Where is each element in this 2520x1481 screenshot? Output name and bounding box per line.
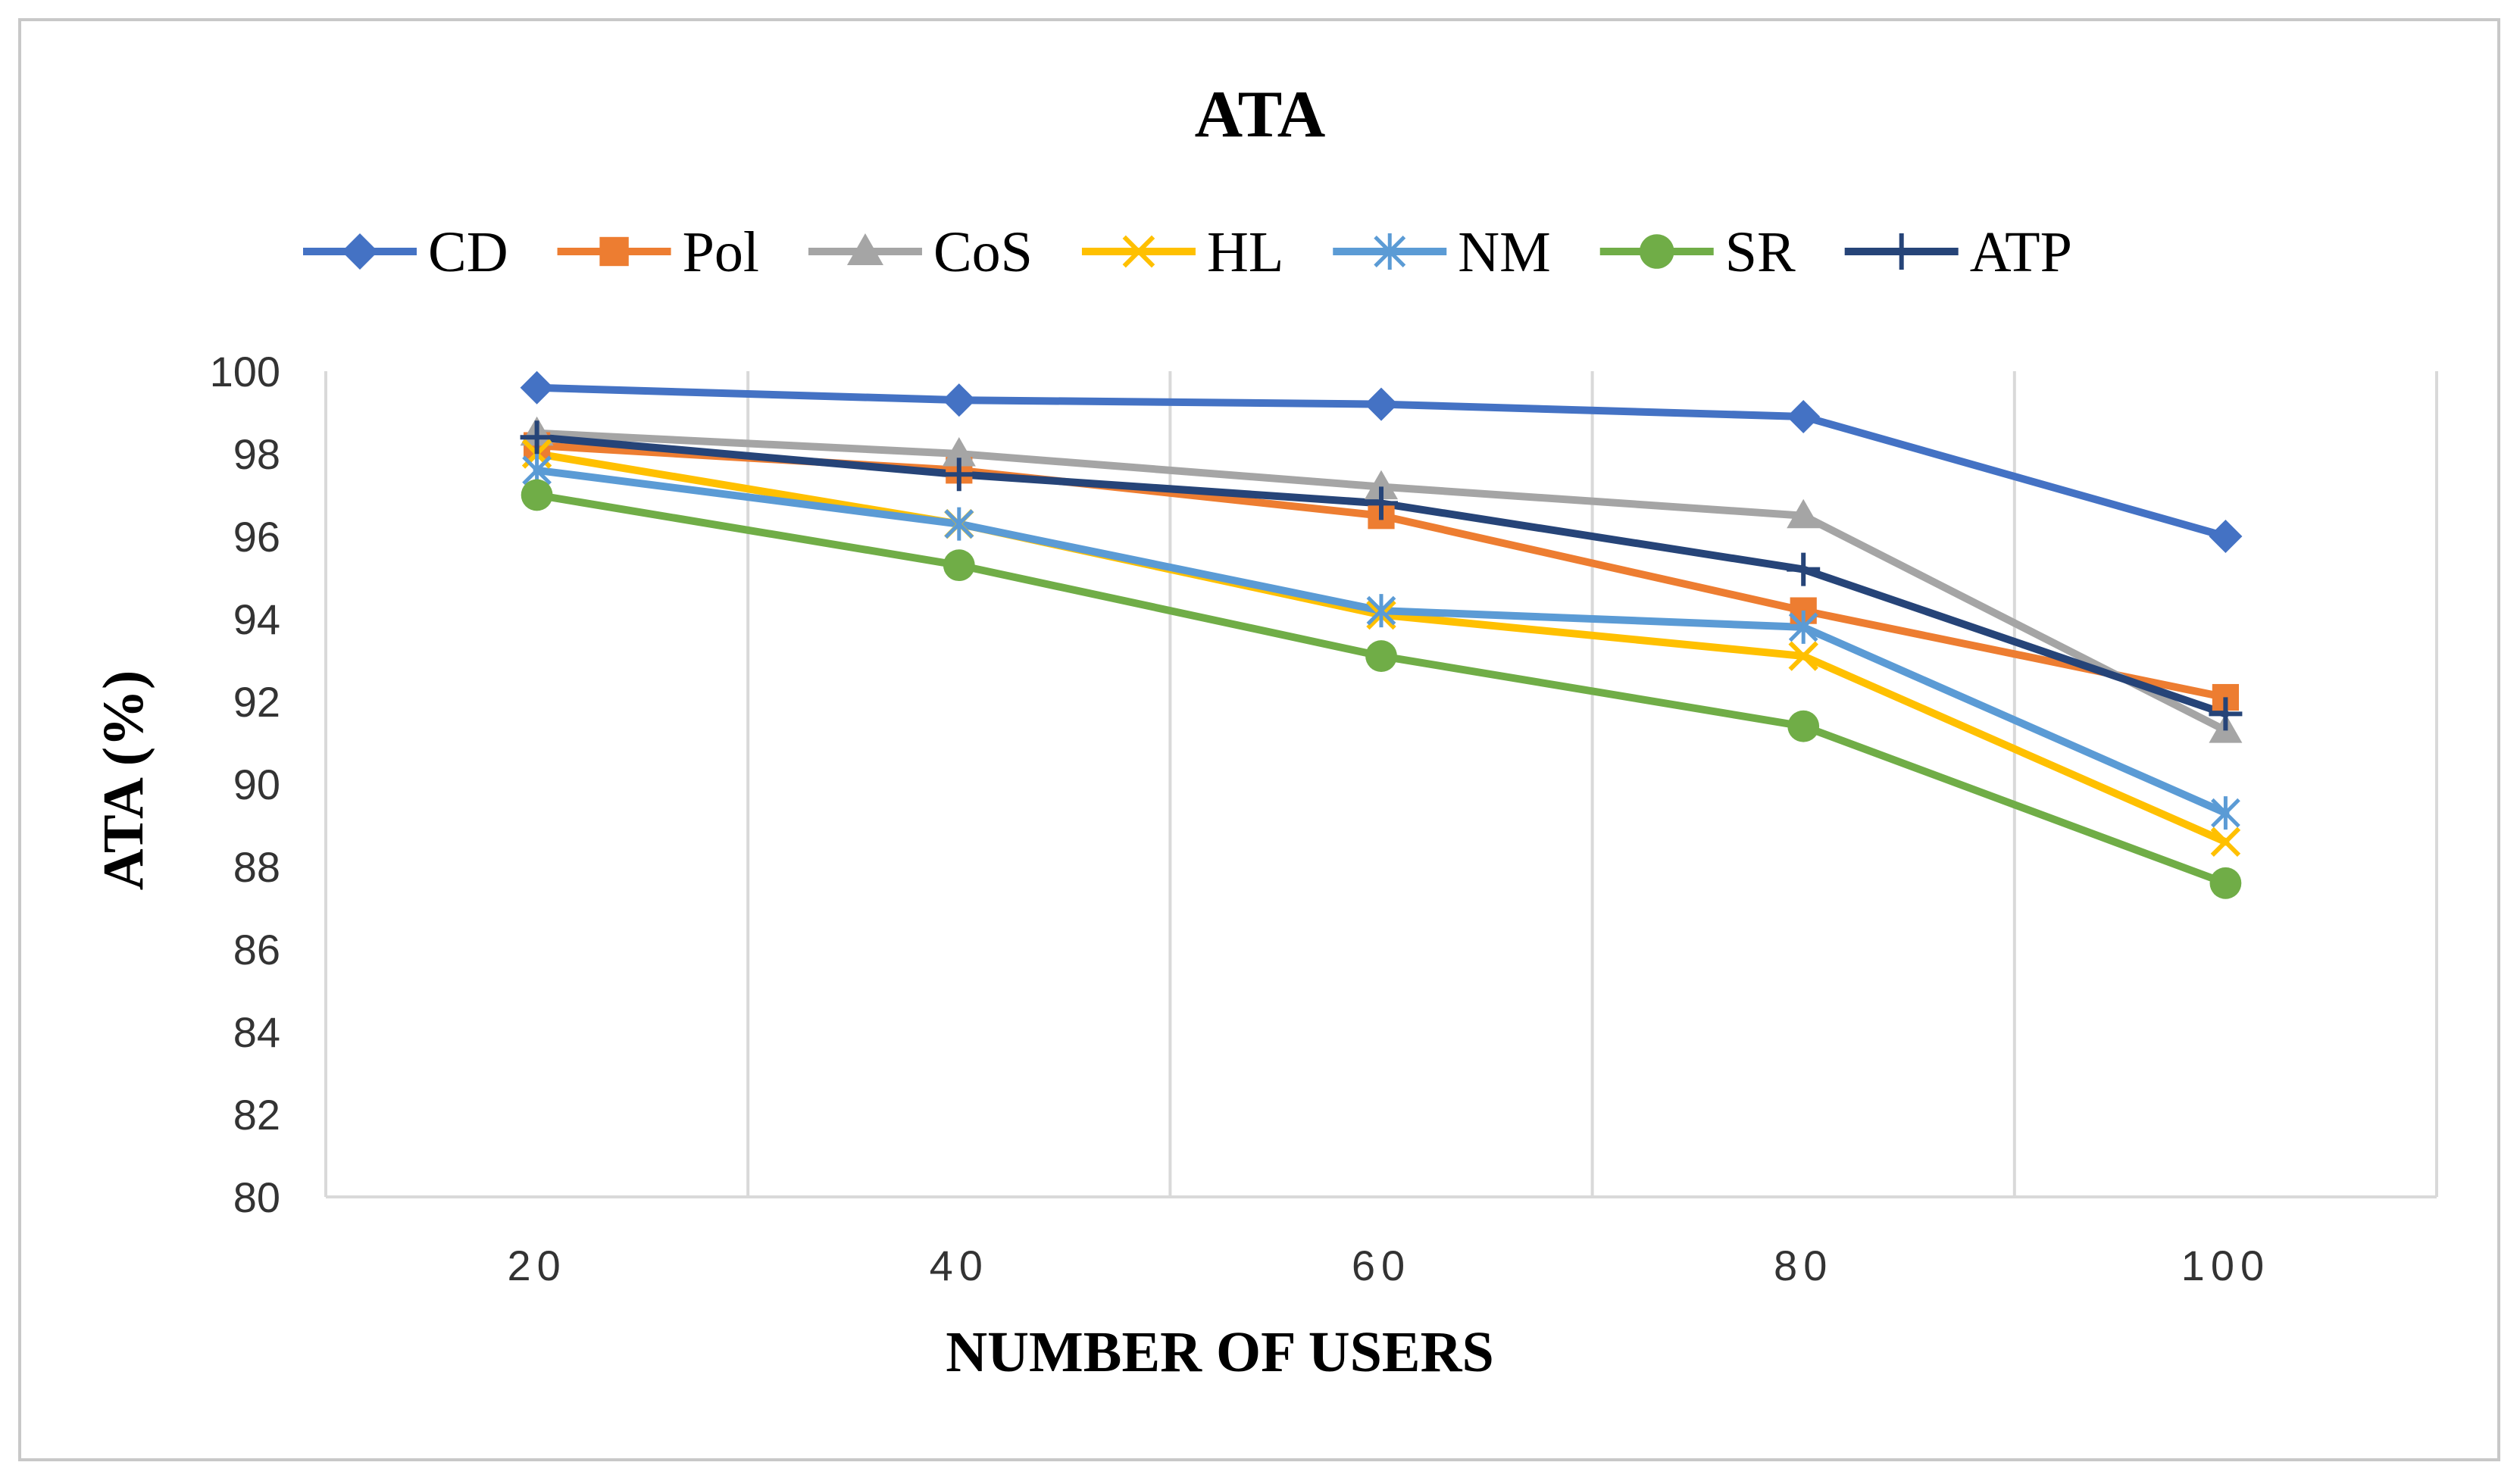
legend-marker-sr — [1639, 234, 1674, 269]
data-point-sr — [943, 549, 975, 582]
gridlines — [324, 371, 2438, 1198]
data-point-cd — [520, 370, 554, 405]
legend-label-atp: ATP — [1970, 220, 2072, 284]
y-tick-label: 86 — [233, 926, 280, 973]
y-tick-label: 84 — [233, 1008, 280, 1056]
data-point-atp — [520, 420, 554, 455]
legend-label-cd: CD — [428, 220, 508, 284]
legend-marker-nm — [1374, 233, 1406, 270]
data-point-cd — [942, 383, 976, 417]
y-axis-ticks: 80 82 84 86 88 90 92 94 96 98 100 — [210, 348, 280, 1221]
x-axis-title: NUMBER OF USERS — [946, 1320, 1493, 1384]
legend-marker-cos — [846, 233, 883, 265]
data-point-cos — [1787, 498, 1821, 529]
data-point-sr — [2209, 867, 2242, 899]
y-tick-label: 90 — [233, 761, 280, 808]
data-point-sr — [1787, 710, 1820, 742]
legend-marker-atp — [1883, 233, 1920, 270]
y-tick-label: 82 — [233, 1091, 280, 1139]
chart-title: ATA — [1195, 78, 1326, 152]
data-point-atp — [1365, 486, 1398, 520]
legend-marker-hl — [1122, 235, 1155, 268]
data-point-cd — [1787, 399, 1821, 433]
y-tick-label: 80 — [233, 1173, 280, 1221]
data-point-nm — [1366, 594, 1396, 628]
y-tick-label: 98 — [233, 430, 280, 478]
series-markers — [520, 370, 2243, 899]
data-point-nm — [1788, 610, 1818, 644]
legend-label-hl: HL — [1207, 220, 1283, 284]
x-tick-label: 20 — [507, 1242, 566, 1289]
legend-item-cos: CoS — [808, 220, 1033, 284]
y-tick-label: 96 — [233, 513, 280, 561]
x-tick-label: 40 — [930, 1242, 989, 1289]
legend-label-cos: CoS — [933, 220, 1033, 284]
y-tick-label: 88 — [233, 843, 280, 891]
chart-frame — [18, 18, 2500, 1461]
data-point-nm — [2211, 796, 2240, 830]
series-lines — [533, 383, 2230, 887]
legend-label-sr: SR — [1725, 220, 1796, 284]
data-point-sr — [521, 479, 553, 511]
x-tick-label: 80 — [1774, 1242, 1833, 1289]
data-point-cd — [1365, 387, 1398, 421]
x-tick-label: 60 — [1352, 1242, 1411, 1289]
data-point-nm — [944, 507, 974, 541]
data-point-atp — [942, 458, 976, 492]
legend-label-nm: NM — [1458, 220, 1550, 284]
data-point-atp — [2209, 697, 2243, 731]
y-tick-label: 94 — [233, 595, 280, 643]
legend-item-pol: Pol — [557, 220, 759, 284]
legend-item-cd: CD — [303, 220, 508, 284]
data-point-atp — [1787, 552, 1821, 586]
legend-item-sr: SR — [1599, 220, 1796, 284]
legend-item-atp: ATP — [1844, 220, 2072, 284]
x-tick-label: 100 — [2181, 1242, 2270, 1289]
legend: CD Pol CoS HL NM SR ATP — [303, 220, 2072, 284]
legend-marker-pol — [599, 236, 629, 267]
data-point-hl — [1788, 641, 1818, 671]
data-point-cos — [942, 437, 976, 467]
x-axis-ticks: 20 40 60 80 100 — [507, 1242, 2270, 1289]
legend-marker-cd — [342, 233, 378, 270]
y-tick-label: 100 — [210, 348, 280, 395]
legend-item-nm: NM — [1333, 220, 1551, 284]
data-point-sr — [1365, 640, 1397, 672]
data-point-cos — [1365, 470, 1398, 500]
legend-item-hl: HL — [1081, 220, 1283, 284]
series-line-sr — [533, 491, 2230, 887]
y-tick-label: 92 — [233, 678, 280, 726]
data-point-hl — [2210, 826, 2241, 858]
y-axis-title: ATA (%) — [92, 670, 155, 891]
legend-label-pol: Pol — [683, 220, 759, 284]
data-point-cd — [2209, 520, 2243, 553]
